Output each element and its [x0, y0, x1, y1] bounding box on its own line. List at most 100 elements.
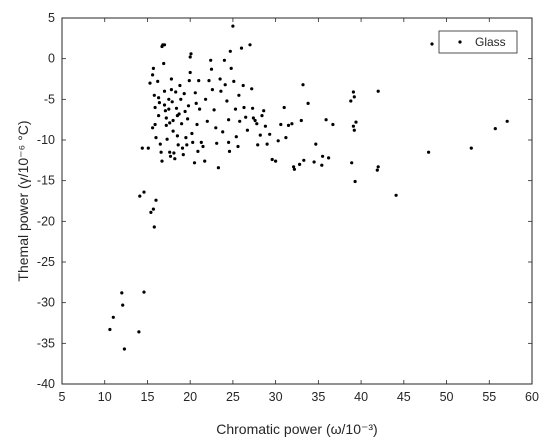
data-point: [225, 99, 229, 103]
data-point: [306, 101, 310, 105]
data-point: [196, 149, 200, 153]
data-point: [354, 120, 358, 124]
data-point: [227, 149, 232, 153]
data-point: [168, 150, 172, 154]
data-point: [162, 89, 167, 93]
data-point: [193, 91, 197, 95]
data-point: [301, 83, 305, 87]
data-point: [152, 93, 156, 97]
y-tick-label: -40: [37, 377, 55, 391]
data-point: [227, 140, 231, 144]
data-point: [159, 150, 163, 154]
data-point: [324, 118, 328, 122]
data-point: [171, 129, 175, 133]
data-point: [236, 144, 240, 149]
data-point: [140, 146, 144, 150]
data-point: [187, 79, 191, 83]
data-point: [218, 77, 222, 81]
legend: Glass: [438, 30, 518, 54]
data-point: [173, 157, 177, 161]
x-tick-label: 10: [98, 390, 112, 404]
data-point: [268, 132, 272, 136]
x-tick-label: 20: [183, 390, 197, 404]
data-point: [219, 89, 223, 93]
data-point: [142, 190, 146, 194]
data-point: [212, 108, 216, 112]
data-point: [190, 131, 194, 136]
x-tick-label: 40: [354, 390, 368, 404]
glass-series: [108, 24, 509, 351]
data-point: [320, 163, 324, 167]
data-point: [270, 157, 274, 162]
legend-marker: [458, 40, 462, 44]
data-point: [189, 52, 193, 56]
data-point: [183, 109, 187, 114]
y-tick-label: -10: [37, 133, 55, 147]
data-point: [469, 146, 473, 150]
data-point: [221, 130, 225, 134]
data-point: [154, 198, 158, 202]
data-point: [121, 303, 125, 307]
data-point: [164, 123, 168, 127]
data-point: [505, 119, 509, 123]
data-point: [353, 179, 357, 184]
data-point: [188, 70, 192, 75]
data-point: [493, 127, 497, 131]
y-axis-label: Themal power (γ/10⁻⁶ °C): [15, 120, 31, 281]
data-point: [232, 79, 236, 83]
data-point: [222, 58, 226, 62]
data-point: [204, 97, 208, 101]
data-point: [157, 96, 161, 100]
data-point: [262, 109, 266, 113]
data-point: [256, 143, 260, 147]
data-point: [238, 119, 242, 123]
data-point: [164, 116, 168, 120]
data-point: [314, 142, 318, 146]
data-point: [108, 327, 112, 332]
y-tick-label: 5: [48, 11, 55, 25]
data-point: [229, 66, 233, 70]
data-point: [282, 105, 286, 110]
data-point: [349, 99, 353, 103]
data-point: [138, 194, 142, 198]
data-point: [279, 122, 283, 127]
data-point: [142, 290, 146, 294]
data-point: [162, 103, 167, 107]
data-point: [201, 144, 205, 149]
data-point: [351, 124, 355, 128]
data-point: [137, 330, 141, 334]
y-tick-label: -30: [37, 296, 55, 310]
data-point: [239, 46, 244, 50]
data-point: [111, 315, 115, 319]
data-point: [197, 79, 201, 83]
y-tick-label: -25: [37, 255, 55, 269]
data-point: [223, 83, 227, 87]
data-point: [177, 112, 181, 116]
data-point: [185, 143, 189, 147]
legend-box: [438, 30, 518, 54]
data-point: [151, 73, 155, 77]
data-point: [157, 101, 161, 105]
x-tick-label: 5: [59, 390, 66, 404]
data-point: [228, 49, 232, 53]
data-point: [199, 140, 203, 144]
data-point: [120, 291, 124, 295]
data-point: [174, 106, 179, 110]
data-point: [214, 126, 218, 130]
data-point: [276, 139, 280, 143]
data-point: [430, 42, 434, 46]
data-point: [260, 114, 264, 118]
data-point: [158, 142, 162, 146]
data-point: [312, 160, 316, 164]
data-point: [169, 77, 173, 81]
x-tick-label: 15: [141, 390, 155, 404]
data-point: [284, 136, 288, 140]
x-tick-label: 25: [226, 390, 240, 404]
data-point: [302, 158, 306, 162]
data-point: [331, 122, 335, 127]
data-point: [154, 136, 158, 140]
data-point: [216, 166, 220, 170]
y-tick-label: -20: [37, 214, 55, 228]
plot-area: [61, 17, 533, 385]
